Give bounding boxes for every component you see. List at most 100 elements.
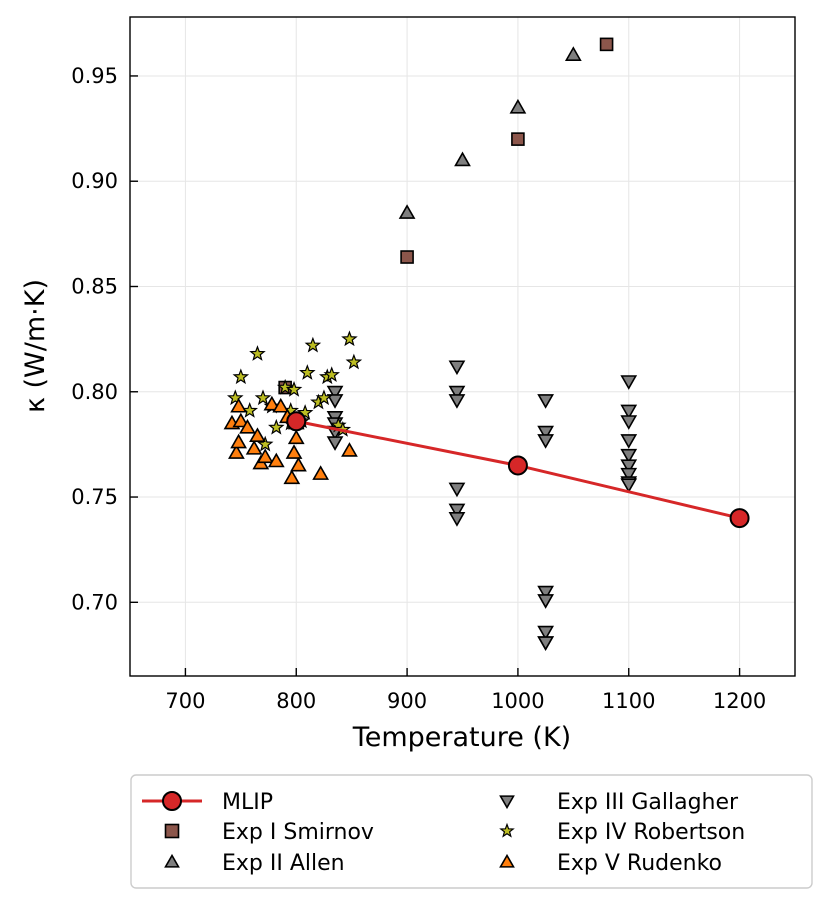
data-point xyxy=(620,448,638,464)
data-point xyxy=(620,375,638,390)
data-point xyxy=(620,415,638,430)
legend-frame xyxy=(130,774,813,889)
data-point xyxy=(448,385,466,401)
x-axis-label: Temperature (K) xyxy=(352,722,571,753)
data-point xyxy=(323,366,340,382)
data-point xyxy=(537,425,555,441)
data-point xyxy=(228,444,245,459)
y-tick-label: 0.70 xyxy=(71,590,118,614)
data-point xyxy=(245,440,263,455)
data-point xyxy=(448,512,466,527)
data-point xyxy=(230,397,247,413)
data-point xyxy=(286,411,307,432)
y-tick-label: 0.80 xyxy=(71,380,118,404)
data-point xyxy=(285,444,303,459)
grid xyxy=(130,17,795,676)
data-point xyxy=(537,636,555,651)
data-point xyxy=(249,427,266,443)
data-point xyxy=(239,418,256,434)
data-point xyxy=(537,585,555,601)
data-point xyxy=(304,336,322,353)
data-point xyxy=(454,151,471,167)
data-point xyxy=(537,594,555,609)
legend-label: Exp IV Robertson xyxy=(557,820,745,845)
legend-marker xyxy=(499,853,515,868)
data-point xyxy=(448,482,466,498)
data-point xyxy=(400,250,414,264)
data-point xyxy=(241,402,258,418)
x-tick-label: 700 xyxy=(165,689,205,713)
data-point xyxy=(299,364,316,380)
series-mlip xyxy=(286,411,750,529)
data-point xyxy=(448,503,466,519)
data-point xyxy=(511,132,525,146)
data-point xyxy=(256,448,274,464)
y-tick-label: 0.90 xyxy=(71,169,118,193)
data-point xyxy=(267,452,285,468)
data-point xyxy=(256,435,274,452)
data-point xyxy=(263,395,281,411)
data-point xyxy=(620,467,638,483)
data-point xyxy=(345,353,363,370)
data-point xyxy=(283,469,301,485)
data-point xyxy=(230,433,247,449)
data-point xyxy=(226,389,244,406)
data-point xyxy=(326,385,344,401)
legend-entry: MLIP xyxy=(142,790,273,815)
data-point xyxy=(315,389,333,406)
series-exp-ii-allen xyxy=(398,46,582,219)
data-point xyxy=(341,330,358,347)
ticks: 700 800 900 1000 1100 1200 0.70 0.75 0.80 0.85 0.9… xyxy=(71,64,766,713)
legend-label: Exp V Rudenko xyxy=(557,851,722,876)
data-point xyxy=(599,37,614,52)
legend-marker xyxy=(499,822,515,838)
series-layer xyxy=(223,37,750,651)
data-point xyxy=(537,434,555,449)
data-point xyxy=(249,345,266,361)
data-point xyxy=(268,418,285,435)
x-tick-label: 1000 xyxy=(491,689,544,713)
data-point xyxy=(326,394,344,409)
legend-marker xyxy=(164,823,180,839)
data-point xyxy=(398,204,416,219)
legend-label: Exp III Gallagher xyxy=(557,790,739,815)
data-point xyxy=(620,404,638,420)
data-point xyxy=(507,455,528,476)
legend-entry: Exp I Smirnov xyxy=(164,820,374,845)
data-point xyxy=(729,508,750,529)
data-point xyxy=(285,380,303,397)
x-tick-label: 1100 xyxy=(602,689,655,713)
legend-label: MLIP xyxy=(222,790,273,815)
series-exp-v-rudenko xyxy=(223,395,358,485)
data-point xyxy=(287,429,305,445)
data-point xyxy=(326,436,344,451)
data-point xyxy=(276,378,294,395)
legend-label: Exp II Allen xyxy=(222,851,345,876)
data-point xyxy=(620,434,638,449)
x-tick-label: 1200 xyxy=(713,689,766,713)
legend-entry: Exp III Gallagher xyxy=(499,790,739,815)
data-point xyxy=(509,98,527,114)
legend-marker xyxy=(164,853,180,868)
data-point xyxy=(341,442,358,457)
data-point xyxy=(448,360,466,376)
data-point xyxy=(272,397,290,413)
legend-entry: Exp IV Robertson xyxy=(499,820,745,845)
legend-marker xyxy=(499,795,515,810)
data-point xyxy=(537,394,555,409)
data-point xyxy=(232,412,250,428)
legend-entry: Exp II Allen xyxy=(164,851,345,876)
data-point xyxy=(290,456,307,472)
data-point xyxy=(564,46,582,61)
x-tick-label: 800 xyxy=(276,689,316,713)
y-tick-label: 0.75 xyxy=(71,485,118,509)
legend-entry: Exp V Rudenko xyxy=(499,851,722,876)
data-point xyxy=(334,420,352,437)
data-point xyxy=(537,625,555,641)
data-point xyxy=(620,459,638,475)
data-point xyxy=(254,389,272,406)
data-point xyxy=(448,394,466,409)
data-point xyxy=(296,404,314,420)
